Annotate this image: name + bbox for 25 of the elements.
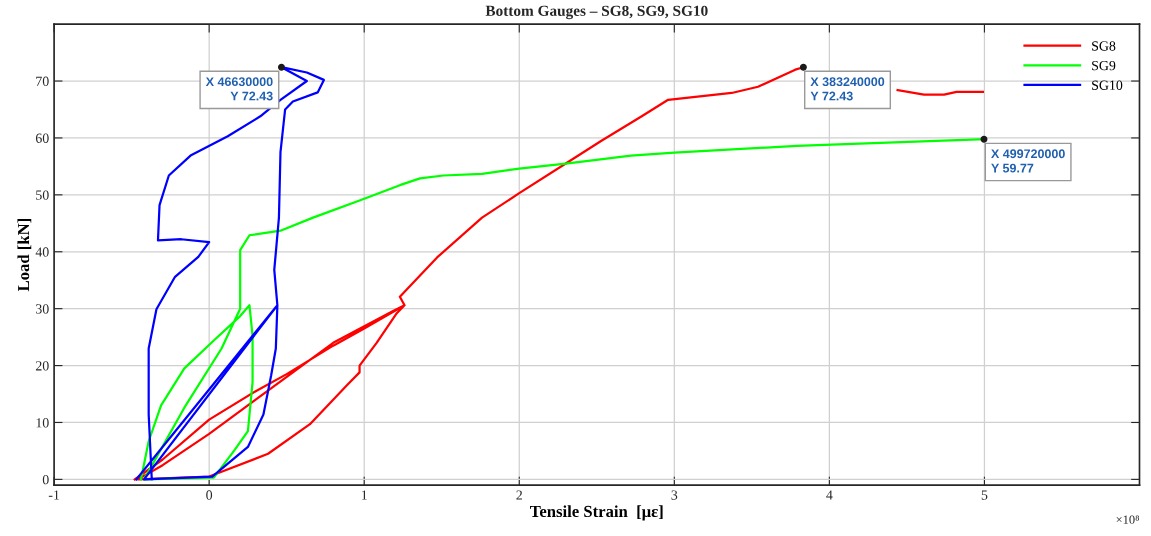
legend-label: SG9 <box>1092 60 1116 71</box>
y-tick-label: 60 <box>35 133 49 143</box>
y-tick-label: 10 <box>36 418 49 428</box>
annotation: X 46630000 Y 72.43 <box>205 77 273 101</box>
x-tick-label: 0 <box>206 490 213 500</box>
chart-title: Bottom Gauges – SG8, SG9, SG10 <box>485 5 708 20</box>
y-axis-title: Load [kN] <box>17 219 32 292</box>
y-tick-label: 70 <box>36 76 49 86</box>
x-axis-title: Tensile Strain [με] <box>530 505 663 521</box>
annotation: X 383240000 Y 72.43 <box>810 77 885 101</box>
text: ×10⁸ <box>1116 515 1140 524</box>
y-tick-label: 50 <box>36 190 49 200</box>
x-tick-label: 5 <box>981 490 988 500</box>
y-tick-label: 40 <box>35 247 49 257</box>
y-tick-label: 0 <box>42 474 49 485</box>
y-tick-label: 30 <box>36 304 49 314</box>
annotation: X 499720000 Y 59.77 <box>991 149 1065 173</box>
y-tick-label: 20 <box>35 361 49 371</box>
x-tick-label: 1 <box>361 490 367 500</box>
legend-label: SG10 <box>1092 80 1123 90</box>
x-tick-label: 3 <box>671 490 678 500</box>
x-tick-label: -1 <box>48 490 60 500</box>
x-tick-label: 4 <box>826 490 833 500</box>
x-tick-label: 2 <box>516 490 522 500</box>
legend-label: SG8 <box>1092 41 1116 51</box>
